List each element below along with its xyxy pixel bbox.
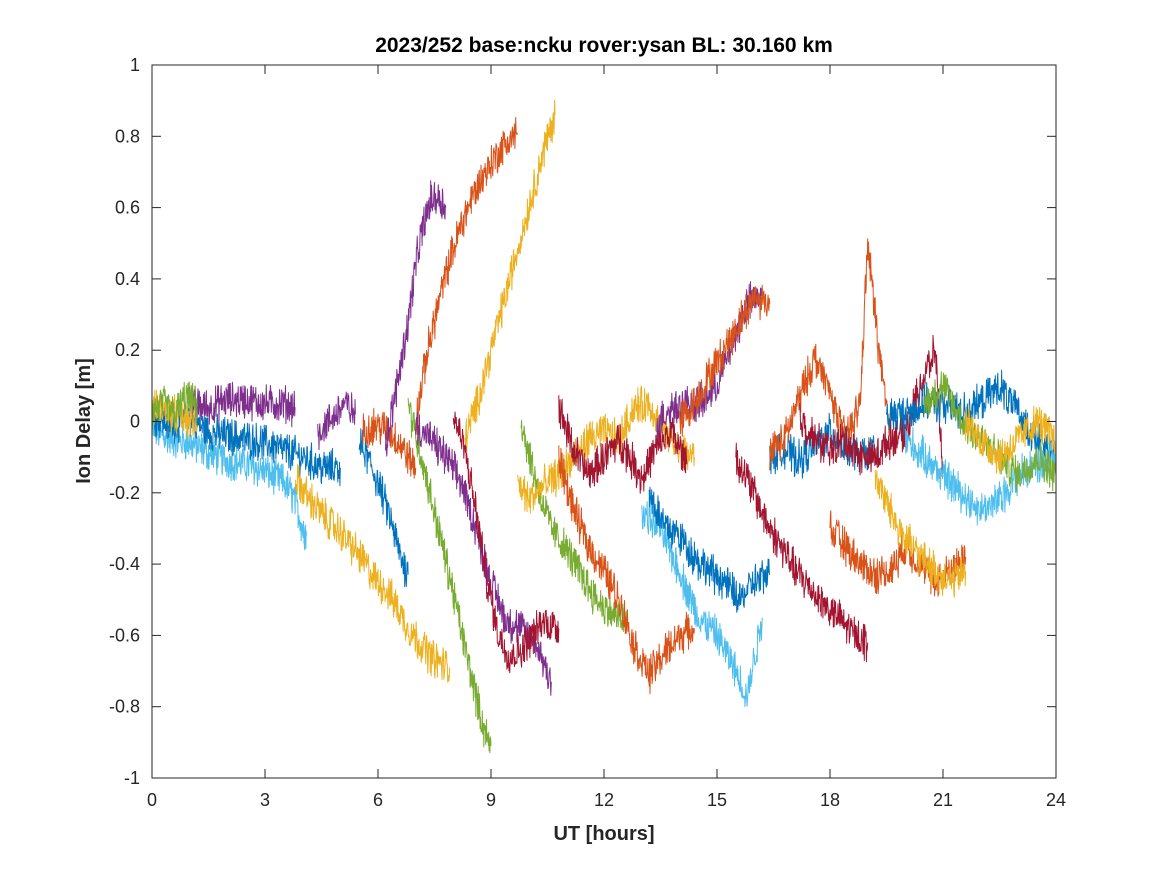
series-line-9	[385, 180, 447, 457]
series-line-18	[558, 395, 688, 494]
y-axis-title: Ion Delay [m]	[73, 358, 95, 484]
x-tick-label: 21	[933, 790, 953, 810]
x-tick-label: 15	[707, 790, 727, 810]
series-line-27	[829, 510, 967, 597]
series-line-14	[452, 411, 560, 674]
series-line-32	[965, 405, 1057, 475]
y-tick-label: 0.6	[115, 198, 140, 218]
series-line-1	[151, 400, 341, 487]
ticks-layer: 0 3 6 9 12 15 18 21 24 -1 -0.8 -0.6 -0.4 -0.2 0 0.2 0.4 0…	[109, 55, 1066, 810]
x-tick-label: 6	[373, 790, 383, 810]
series-line-26	[799, 334, 944, 479]
x-tick-label: 12	[594, 790, 614, 810]
y-tick-label: 0	[130, 412, 140, 432]
series-line-11	[415, 116, 518, 436]
y-tick-label: -0.4	[109, 554, 140, 574]
series-line-3	[151, 389, 198, 438]
y-tick-label: 1	[130, 55, 140, 75]
series-line-5	[358, 428, 409, 588]
series-line-4	[151, 381, 198, 431]
y-tick-label: 0.8	[115, 126, 140, 146]
y-tick-label: 0.2	[115, 340, 140, 360]
x-tick-label: 9	[486, 790, 496, 810]
x-tick-label: 3	[260, 790, 270, 810]
series-line-20	[648, 486, 771, 613]
series-line-28	[874, 469, 967, 598]
series-line-15	[520, 419, 628, 632]
series-line-7	[362, 407, 417, 479]
series-line-2	[189, 381, 296, 428]
y-tick-label: -0.6	[109, 625, 140, 645]
x-tick-label: 24	[1046, 790, 1066, 810]
x-tick-label: 0	[147, 790, 157, 810]
y-tick-label: -1	[124, 768, 140, 788]
series-line-8	[294, 464, 451, 683]
series-line-25	[769, 238, 891, 471]
chart-title: 2023/252 base:ncku rover:ysan BL: 30.160…	[375, 34, 833, 57]
y-tick-label: 0.4	[115, 269, 140, 289]
series-line-17	[558, 445, 695, 695]
series-line-6	[317, 391, 356, 451]
x-tick-label: 18	[820, 790, 840, 810]
series-layer	[151, 99, 1057, 754]
series-line-21	[656, 281, 763, 441]
x-axis-title: UT [hours]	[553, 823, 654, 845]
series-line-23	[735, 442, 869, 663]
y-tick-label: -0.2	[109, 483, 140, 503]
series-line-12	[464, 99, 556, 453]
series-line-22	[678, 284, 771, 437]
series-line-10	[407, 397, 492, 754]
series-line-16	[516, 385, 695, 514]
y-tick-label: -0.8	[109, 697, 140, 717]
